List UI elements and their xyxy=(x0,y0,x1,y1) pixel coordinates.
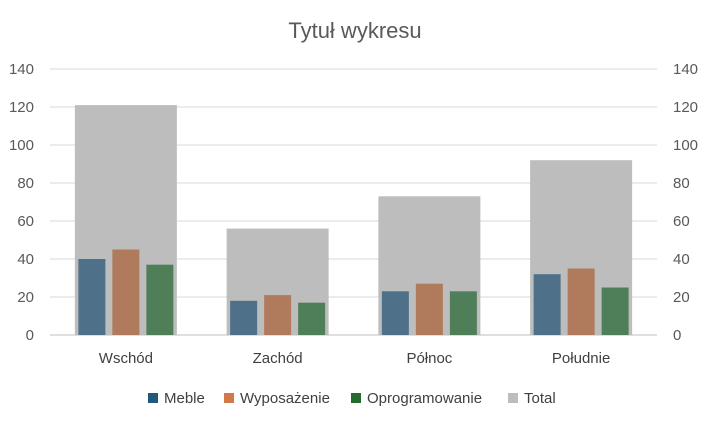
y-tick-label: 80 xyxy=(17,175,34,192)
y2-tick-label: 100 xyxy=(673,137,698,154)
y-tick-label: 120 xyxy=(9,99,34,116)
bar-wyposażenie xyxy=(567,268,595,335)
bar-oprogramowanie xyxy=(146,264,174,335)
legend: Meble Wyposażenie Oprogramowanie Total xyxy=(148,390,556,407)
y2-tick-label: 80 xyxy=(673,175,690,192)
chart-title: Tytuł wykresu xyxy=(288,18,421,43)
bars xyxy=(74,105,633,335)
y-tick-label: 100 xyxy=(9,137,34,154)
y-tick-label: 140 xyxy=(9,61,34,78)
y2-tick-label: 20 xyxy=(673,289,690,306)
x-tick-label: Północ xyxy=(406,350,452,367)
y2-tick-label: 0 xyxy=(673,327,681,344)
legend-swatch xyxy=(508,393,518,403)
y-tick-label: 40 xyxy=(17,251,34,268)
legend-swatch xyxy=(351,393,361,403)
x-axis: Wschód Zachód Północ Południe xyxy=(99,350,611,367)
bar-wyposażenie xyxy=(112,249,140,335)
legend-label: Oprogramowanie xyxy=(367,390,482,407)
x-tick-label: Południe xyxy=(552,350,610,367)
bar-oprogramowanie xyxy=(449,291,477,335)
legend-swatch xyxy=(148,393,158,403)
x-tick-label: Wschód xyxy=(99,350,153,367)
bar-meble xyxy=(533,274,561,335)
bar-wyposażenie xyxy=(264,295,292,335)
legend-swatch xyxy=(224,393,234,403)
y2-tick-label: 40 xyxy=(673,251,690,268)
y2-tick-label: 140 xyxy=(673,61,698,78)
y2-tick-label: 60 xyxy=(673,213,690,230)
bar-oprogramowanie xyxy=(298,302,326,335)
legend-label: Wyposażenie xyxy=(240,390,330,407)
y2-tick-label: 120 xyxy=(673,99,698,116)
y-tick-label: 0 xyxy=(26,327,34,344)
y-axis-left: 0 20 40 60 80 100 120 140 xyxy=(9,61,34,344)
bar-meble xyxy=(230,300,258,335)
legend-label: Total xyxy=(524,390,556,407)
bar-wyposażenie xyxy=(415,283,443,335)
legend-label: Meble xyxy=(164,390,205,407)
bar-meble xyxy=(381,291,409,335)
bar-meble xyxy=(78,259,106,335)
bar-oprogramowanie xyxy=(601,287,629,335)
y-tick-label: 20 xyxy=(17,289,34,306)
x-tick-label: Zachód xyxy=(253,350,303,367)
y-tick-label: 60 xyxy=(17,213,34,230)
y-axis-right: 0 20 40 60 80 100 120 140 xyxy=(673,61,698,344)
